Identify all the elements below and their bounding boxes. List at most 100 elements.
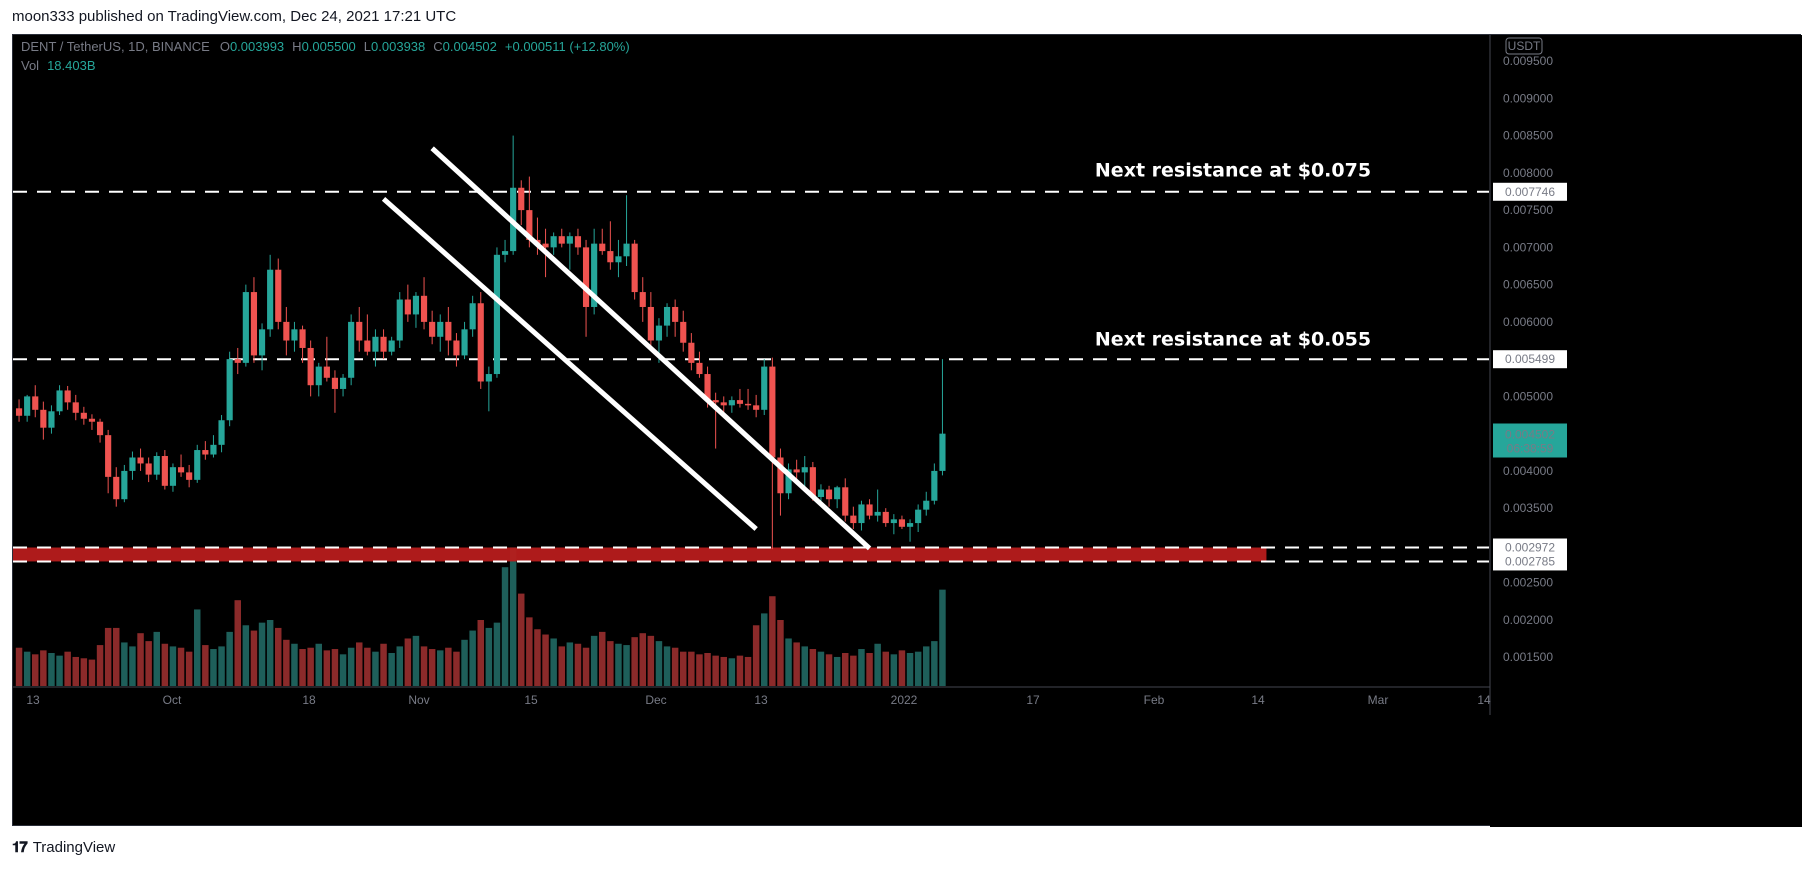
candle-body: [542, 243, 549, 248]
candle-body: [396, 299, 403, 341]
footer-brand: TradingView: [32, 838, 116, 856]
candle-body: [850, 515, 857, 524]
volume-bar: [412, 635, 420, 686]
candle-body: [258, 329, 266, 356]
candle-body: [582, 247, 590, 307]
candle-body: [672, 306, 679, 322]
volume-bar: [720, 656, 727, 686]
volume-bar: [96, 645, 104, 686]
resistance-annotation: Next resistance at $0.075: [1095, 160, 1371, 182]
candle-body: [24, 396, 31, 416]
volume-bar: [283, 639, 290, 686]
volume-bar: [850, 655, 857, 686]
publication-header: moon333 published on TradingView.com, De…: [12, 8, 456, 25]
volume-bar: [518, 593, 525, 686]
candle-body: [623, 243, 630, 257]
candle-body: [388, 340, 395, 352]
candle-body: [226, 359, 233, 421]
candle-body: [769, 366, 776, 458]
volume-bar: [356, 642, 363, 686]
volume-bar: [396, 646, 403, 686]
candle-body: [461, 329, 468, 356]
candle-body: [793, 469, 800, 473]
candle-body: [663, 306, 671, 326]
current-price-label: [1493, 423, 1567, 458]
y-tick-label: 0.008500: [1503, 129, 1553, 143]
chart-panel[interactable]: USDT 0.009500 0.009000 0.008500 0.008000 0.00…: [12, 34, 1802, 827]
volume-bar: [323, 650, 331, 686]
price-level-label: [1493, 552, 1567, 571]
legend-ohlc-label: H: [292, 39, 301, 54]
volume-bar: [923, 646, 930, 686]
candle-body: [866, 504, 873, 516]
volume-bar: [793, 642, 800, 686]
legend-vol-value: 18.403B: [47, 58, 95, 73]
x-tick-label: 15: [524, 693, 538, 707]
candle-body: [801, 467, 808, 473]
candle-body: [339, 377, 347, 389]
volume-bar: [728, 658, 736, 686]
channel-line: [381, 197, 758, 531]
candle-body: [105, 435, 112, 477]
candle-body: [501, 251, 509, 255]
candle-body: [477, 303, 484, 382]
y-tick-label: 0.007000: [1503, 240, 1553, 254]
volume-bar: [169, 646, 177, 686]
volume-bar: [275, 627, 282, 686]
price-level-label: [1493, 182, 1567, 201]
candle-body: [445, 321, 452, 341]
volume-bar: [80, 658, 88, 686]
volume-bar: [177, 647, 185, 686]
candle-body: [153, 456, 160, 475]
candle-body: [307, 347, 314, 386]
candle-body: [283, 321, 290, 341]
volume-bar: [509, 547, 517, 686]
volume-bar: [23, 651, 31, 686]
candle-body: [825, 489, 833, 500]
candle-body: [72, 402, 79, 413]
candle-body: [15, 408, 23, 416]
candle-body: [113, 476, 120, 500]
candle-body: [931, 470, 938, 501]
volume-bar: [258, 622, 266, 686]
legend-vol-label: Vol: [21, 58, 39, 73]
currency-label: USDT: [1508, 39, 1541, 53]
candle-body: [736, 400, 744, 404]
volume-bar: [785, 638, 792, 686]
volume-bar: [688, 651, 695, 686]
candle-body: [145, 463, 152, 475]
y-tick-label: 0.002500: [1503, 576, 1553, 590]
candle-body: [331, 377, 339, 389]
volume-bar: [769, 596, 776, 686]
candle-body: [356, 321, 363, 341]
candle-body: [566, 236, 573, 244]
volume-bar: [582, 647, 590, 686]
candle-body: [647, 306, 654, 341]
channel-line: [430, 146, 872, 551]
candle-body: [777, 457, 784, 494]
candle-body: [412, 295, 420, 315]
volume-bar: [153, 631, 160, 686]
y-tick-label: 0.005000: [1503, 389, 1553, 403]
candle-body: [40, 409, 47, 428]
candle-body: [234, 359, 241, 363]
candle-body: [364, 340, 371, 352]
candle-body: [169, 467, 177, 486]
volume-bar: [461, 639, 468, 686]
price-level-value: 0.002972: [1505, 541, 1555, 555]
candle-body: [518, 187, 525, 211]
candle-body: [56, 390, 63, 412]
volume-bar: [404, 638, 412, 686]
volume-bar: [874, 643, 881, 686]
candle-body: [688, 342, 695, 363]
chart-legend: DENT / TetherUS, 1D, BINANCE O 0.003993 H 0.…: [21, 39, 630, 73]
candle-body: [250, 292, 258, 356]
volume-bar: [663, 646, 671, 686]
x-tick-label: 14: [1477, 693, 1491, 707]
candle-body: [882, 511, 889, 524]
y-tick-label: 0.001500: [1503, 650, 1553, 664]
volume-bar: [898, 650, 906, 686]
candle-body: [696, 362, 703, 375]
x-tick-label: 17: [1026, 693, 1040, 707]
